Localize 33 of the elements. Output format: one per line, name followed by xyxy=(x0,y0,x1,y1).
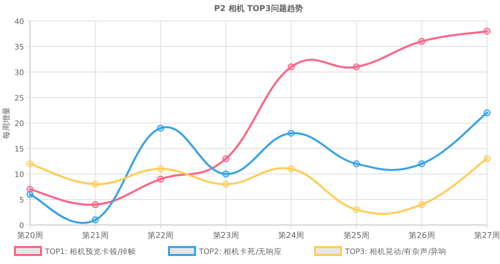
point xyxy=(484,28,490,35)
x-tick-label: 第22周 xyxy=(147,231,174,240)
y-axis-title: 每周增量 xyxy=(2,107,11,139)
point xyxy=(26,190,34,198)
point xyxy=(484,155,490,162)
point xyxy=(352,160,360,168)
point xyxy=(484,109,490,116)
x-tick-label: 第21周 xyxy=(82,231,108,240)
point xyxy=(222,180,230,188)
x-tick-label: 第20周 xyxy=(16,231,44,240)
point xyxy=(157,165,164,172)
point xyxy=(352,206,360,214)
x-tick-label: 第26周 xyxy=(408,231,435,240)
x-tick-label: 第27周 xyxy=(474,231,500,240)
point xyxy=(288,130,295,137)
point xyxy=(92,180,99,188)
point xyxy=(92,216,99,224)
point xyxy=(92,201,99,208)
point xyxy=(418,160,426,168)
x-tick-label: 第23周 xyxy=(212,231,239,240)
point xyxy=(352,63,360,70)
point xyxy=(157,124,164,132)
point xyxy=(288,165,295,172)
point xyxy=(288,63,295,70)
point xyxy=(418,38,426,45)
x-tick-label: 第25周 xyxy=(343,231,370,240)
x-tick-label: 第24周 xyxy=(278,231,304,240)
point xyxy=(222,170,230,178)
point xyxy=(222,155,230,162)
chart-title: P2 相机 TOP3问题趋势 xyxy=(214,4,303,13)
point xyxy=(418,201,426,208)
point xyxy=(157,176,164,183)
point xyxy=(26,160,34,168)
